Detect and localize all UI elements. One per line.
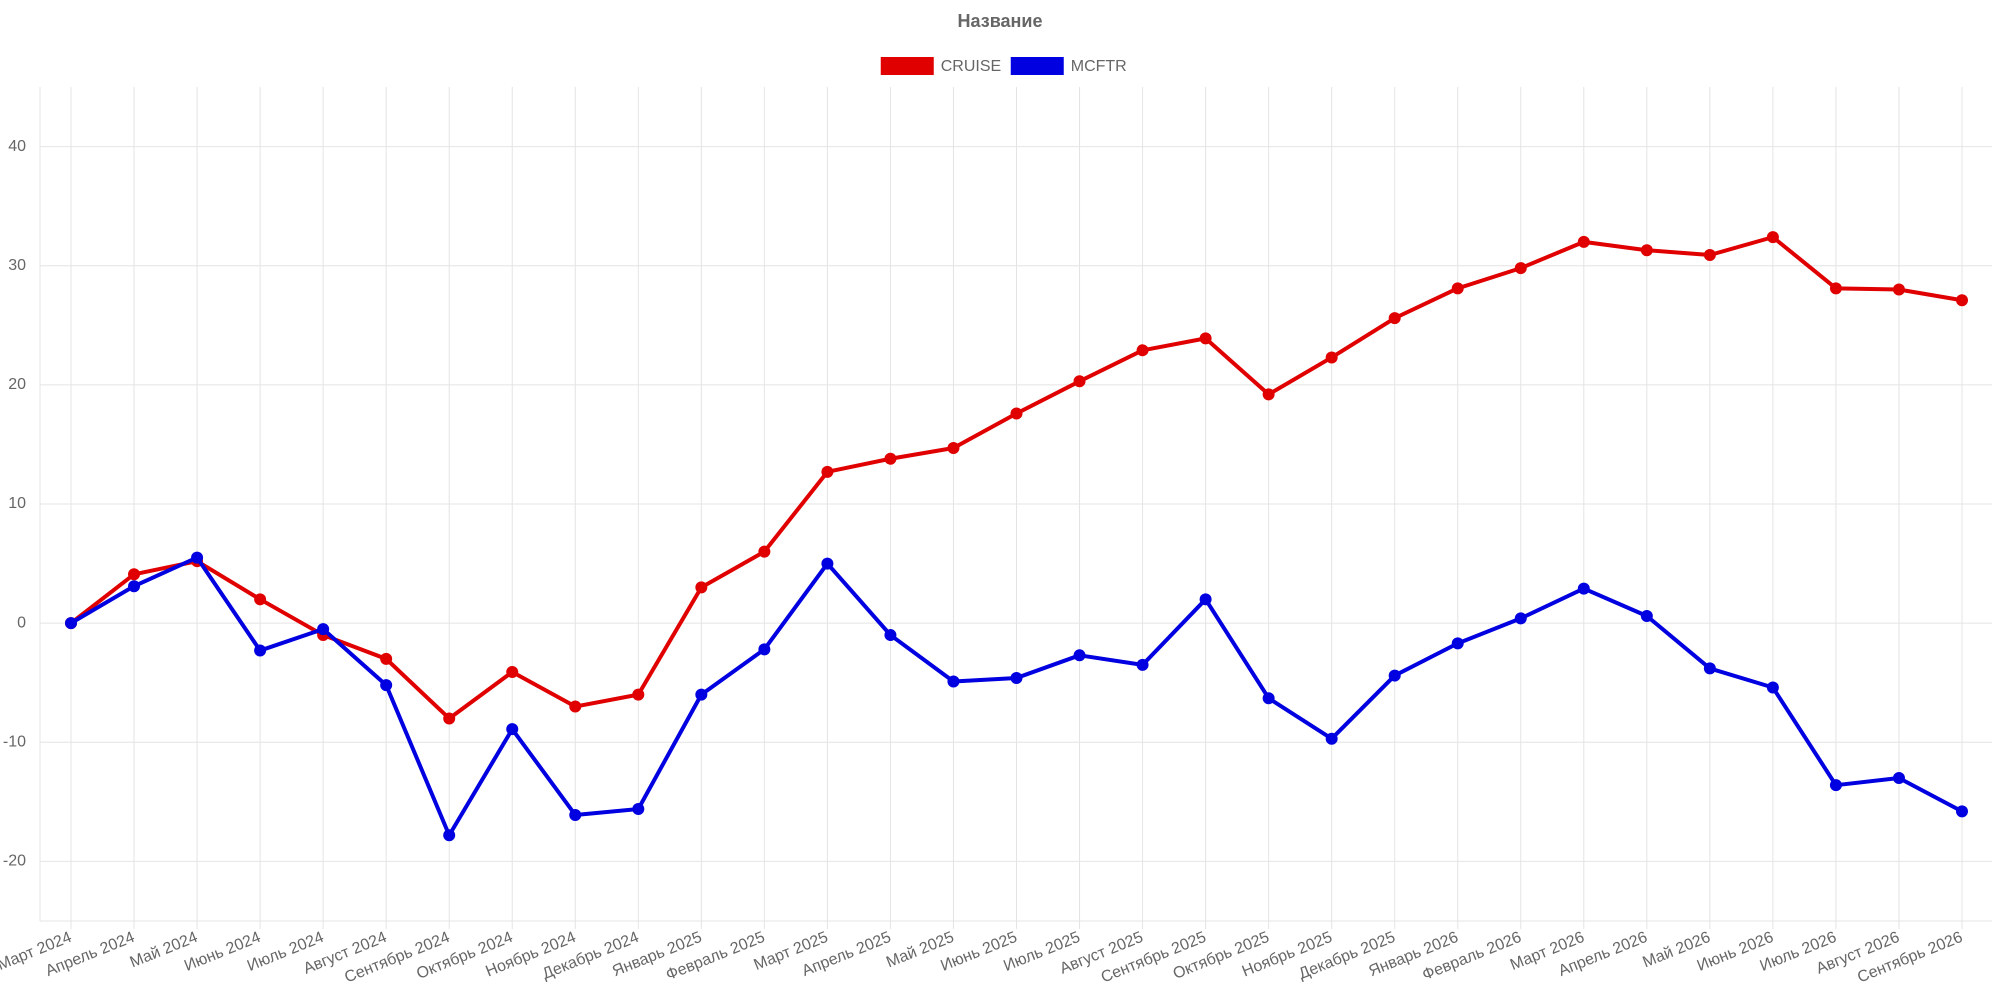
data-point bbox=[1010, 671, 1023, 684]
data-point bbox=[947, 442, 960, 455]
y-tick-label: 30 bbox=[8, 257, 26, 274]
data-point bbox=[1703, 248, 1716, 261]
y-tick-label: 0 bbox=[17, 614, 26, 631]
data-point bbox=[1073, 649, 1086, 662]
data-point bbox=[1766, 681, 1779, 694]
data-point bbox=[1010, 407, 1023, 420]
x-tick-label: Сентябрь 2026 bbox=[1855, 929, 1965, 987]
data-point bbox=[1136, 344, 1149, 357]
data-point bbox=[128, 568, 141, 581]
data-point bbox=[758, 545, 771, 558]
data-point bbox=[191, 551, 204, 564]
y-tick-label: 40 bbox=[8, 138, 26, 155]
data-point bbox=[1956, 805, 1968, 818]
data-point bbox=[569, 700, 582, 713]
y-tick-label: 20 bbox=[8, 376, 26, 393]
data-point bbox=[884, 452, 897, 465]
data-point bbox=[1829, 779, 1842, 792]
data-point bbox=[1892, 772, 1905, 785]
data-point bbox=[1388, 669, 1401, 682]
y-tick-label: -10 bbox=[3, 734, 26, 751]
data-point bbox=[1451, 637, 1464, 650]
chart-title: Название bbox=[958, 11, 1043, 31]
data-point bbox=[947, 675, 960, 688]
data-point bbox=[821, 465, 834, 478]
legend-swatch bbox=[1010, 57, 1064, 75]
data-point bbox=[1073, 375, 1086, 388]
y-tick-label: 10 bbox=[8, 495, 26, 512]
data-point bbox=[1829, 282, 1842, 295]
data-point bbox=[380, 652, 393, 665]
data-point bbox=[1514, 612, 1527, 625]
data-point bbox=[1262, 388, 1275, 401]
data-point bbox=[632, 803, 645, 816]
data-point bbox=[1640, 244, 1653, 257]
data-point bbox=[1892, 283, 1905, 296]
data-point bbox=[443, 712, 456, 725]
data-point bbox=[1325, 351, 1338, 364]
data-point bbox=[695, 581, 708, 594]
data-point bbox=[632, 688, 645, 701]
data-point bbox=[1451, 282, 1464, 295]
data-point bbox=[758, 643, 771, 656]
data-point bbox=[1199, 593, 1212, 606]
data-point bbox=[128, 580, 141, 593]
data-point bbox=[506, 665, 519, 678]
data-point bbox=[506, 723, 519, 736]
legend-label: CRUISE bbox=[941, 58, 1001, 75]
data-point bbox=[254, 644, 267, 657]
legend-label: MCFTR bbox=[1071, 58, 1127, 75]
data-point bbox=[1388, 312, 1401, 325]
data-point bbox=[1136, 658, 1149, 671]
data-point bbox=[1956, 294, 1968, 307]
data-point bbox=[254, 593, 267, 606]
legend-swatch bbox=[880, 57, 934, 75]
data-point bbox=[884, 629, 897, 642]
data-point bbox=[569, 808, 582, 821]
data-point bbox=[1514, 262, 1527, 275]
data-point bbox=[1703, 662, 1716, 675]
data-point bbox=[1262, 692, 1275, 705]
y-tick-label: -20 bbox=[3, 853, 26, 870]
data-point bbox=[695, 688, 708, 701]
data-point bbox=[1325, 732, 1338, 745]
data-point bbox=[821, 557, 834, 570]
data-point bbox=[65, 617, 77, 630]
data-point bbox=[443, 829, 456, 842]
data-point bbox=[1577, 235, 1590, 248]
data-point bbox=[380, 679, 393, 692]
data-point bbox=[1640, 609, 1653, 622]
data-point bbox=[1577, 582, 1590, 595]
data-point bbox=[1766, 231, 1779, 244]
data-point bbox=[1199, 332, 1212, 345]
data-point bbox=[317, 623, 330, 636]
